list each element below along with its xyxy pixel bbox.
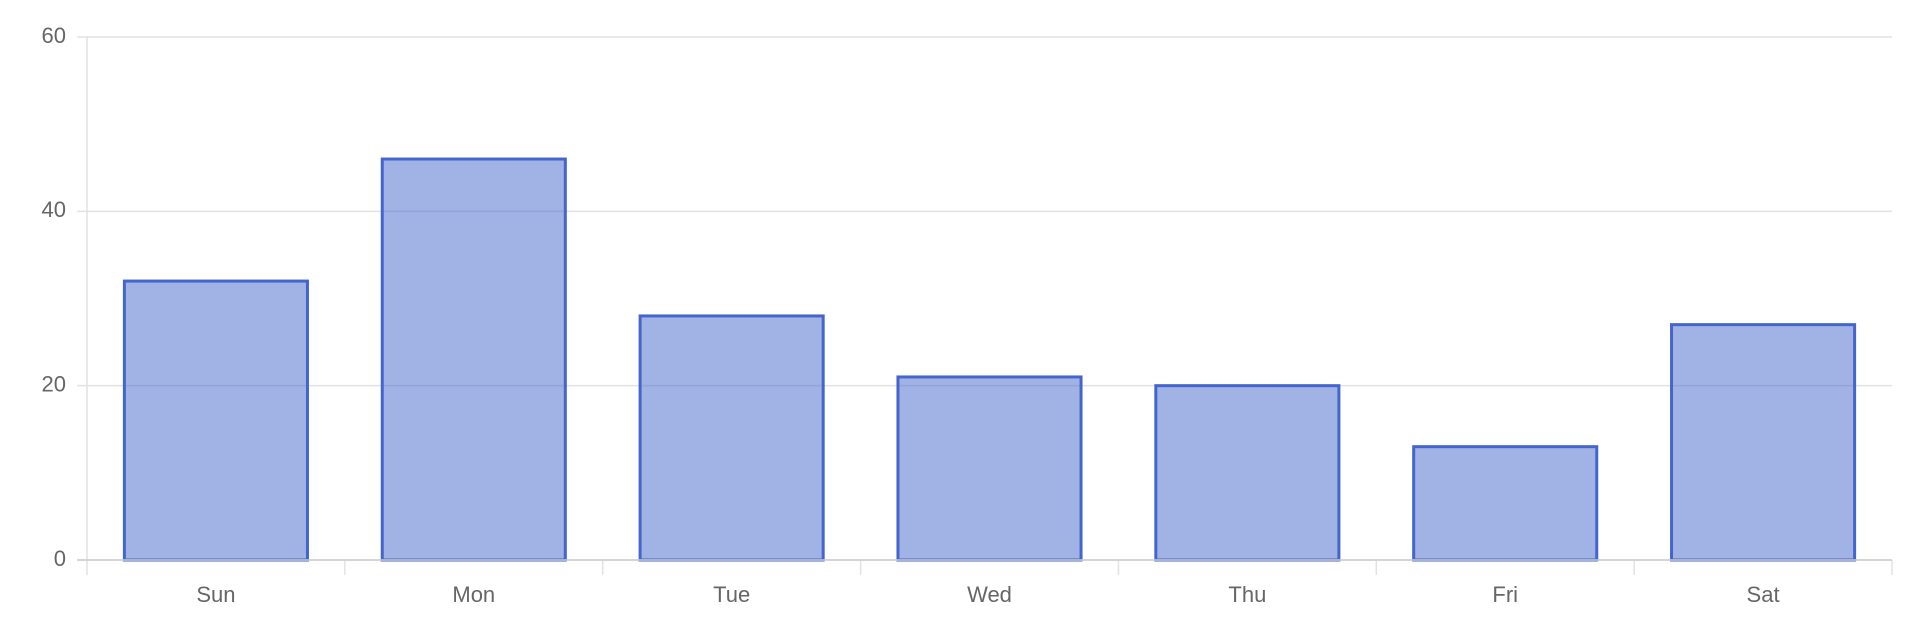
x-tick-label: Tue: [713, 582, 750, 607]
x-tick-label: Sat: [1747, 582, 1780, 607]
x-tick-label: Sun: [196, 582, 235, 607]
y-tick-label: 0: [54, 546, 66, 571]
bar: [1154, 384, 1341, 562]
bar: [1412, 445, 1599, 562]
x-tick-label: Fri: [1492, 582, 1518, 607]
bar: [1670, 323, 1857, 562]
bar: [638, 314, 825, 562]
bar: [896, 375, 1083, 562]
y-tick-label: 40: [42, 197, 66, 222]
y-tick-label: 20: [42, 371, 66, 396]
x-tick-label: Mon: [452, 582, 495, 607]
y-tick-label: 60: [42, 23, 66, 48]
bar: [380, 157, 567, 562]
bar: [122, 279, 309, 562]
x-tick-label: Wed: [967, 582, 1012, 607]
x-tick-label: Thu: [1228, 582, 1266, 607]
